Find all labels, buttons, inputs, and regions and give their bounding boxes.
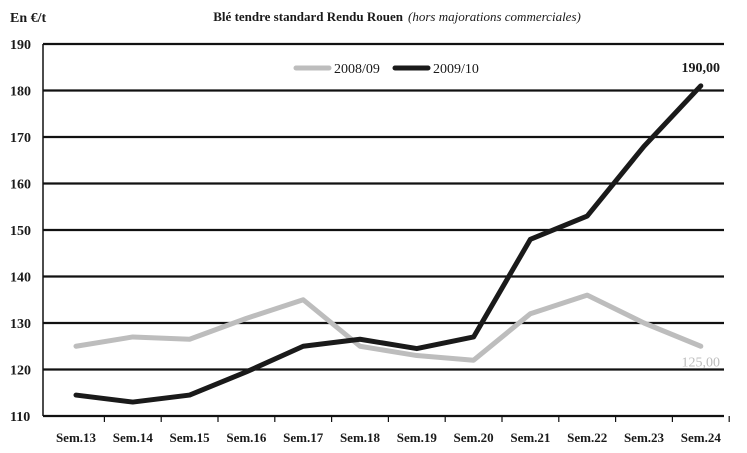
data-annotations: 190,00 125,00 <box>682 61 721 370</box>
y-tick-label: 170 <box>10 131 31 146</box>
x-tick-label: Sem.23 <box>624 430 665 445</box>
series-lines <box>73 83 704 405</box>
series-line-1 <box>73 83 704 405</box>
legend-label-0: 2008/09 <box>334 62 380 77</box>
y-tick-labels: 110 120 130 140 150 160 170 180 190 <box>10 38 31 425</box>
x-tick-label: Sem.13 <box>56 430 97 445</box>
y-tick-label: 120 <box>10 364 31 379</box>
x-tick-label: Sem.15 <box>170 430 211 445</box>
legend-label-1: 2009/10 <box>433 62 479 77</box>
chart-subtitle: (hors majorations commerciales) <box>408 9 581 24</box>
x-tick-label: Sem.19 <box>397 430 438 445</box>
y-tick-label: 140 <box>10 271 31 286</box>
legend: 2008/09 2009/10 <box>293 62 479 77</box>
x-tick-label: Sem.18 <box>340 430 381 445</box>
x-tick-label: Sem.21 <box>510 430 550 445</box>
x-tick-label: Sem.16 <box>226 430 267 445</box>
y-axis-label: En €/t <box>10 11 47 26</box>
data-label: 125,00 <box>682 355 721 370</box>
chart-title: Blé tendre standard Rendu Rouen <box>213 9 404 24</box>
y-tick-label: 150 <box>10 224 31 239</box>
y-tick-label: 130 <box>10 317 31 332</box>
x-tick-label: Sem.22 <box>567 430 607 445</box>
y-tick-label: 180 <box>10 85 31 100</box>
y-tick-label: 160 <box>10 178 31 193</box>
gridlines <box>42 42 730 422</box>
x-tick-label: Sem.24 <box>681 430 722 445</box>
x-tick-label: Sem.17 <box>283 430 324 445</box>
x-tick-labels: Sem.13 Sem.14 Sem.15 Sem.16 Sem.17 Sem.18 Sem.… <box>56 430 721 445</box>
y-tick-label: 110 <box>10 410 30 425</box>
data-label: 190,00 <box>682 61 721 76</box>
y-tick-label: 190 <box>10 38 31 53</box>
x-tick-label: Sem.14 <box>113 430 154 445</box>
x-tick-label: Sem.20 <box>454 430 494 445</box>
series-line-0 <box>73 292 704 363</box>
